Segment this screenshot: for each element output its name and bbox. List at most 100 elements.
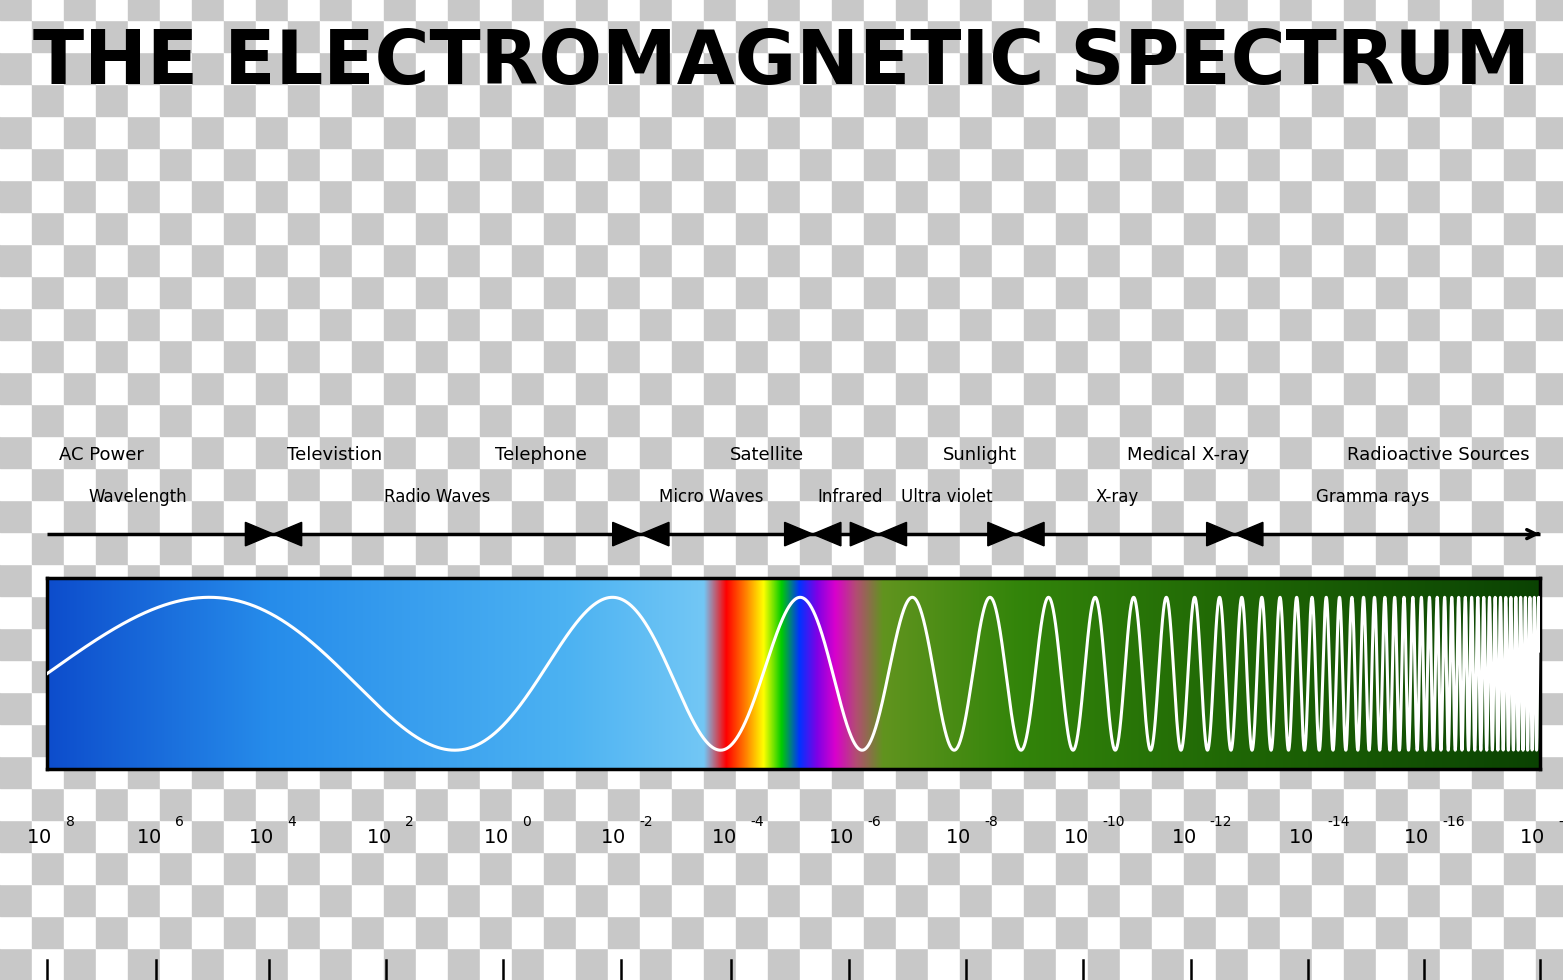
Bar — [1375, 564, 1408, 596]
Bar — [800, 500, 832, 532]
Bar — [896, 948, 928, 980]
Bar — [800, 468, 832, 500]
Text: -14: -14 — [1327, 815, 1349, 829]
Bar — [95, 308, 128, 340]
Bar — [800, 148, 832, 180]
Bar — [384, 852, 416, 884]
Bar — [703, 660, 736, 692]
Bar — [1440, 724, 1472, 756]
Bar — [128, 340, 159, 372]
Bar — [1057, 0, 1088, 20]
Bar — [993, 564, 1024, 596]
Bar — [864, 212, 896, 244]
Bar — [608, 212, 639, 244]
Bar — [1472, 724, 1504, 756]
Bar — [639, 116, 672, 148]
Bar — [95, 404, 128, 436]
Bar — [1185, 148, 1216, 180]
Bar — [1504, 116, 1536, 148]
Bar — [1216, 148, 1247, 180]
Bar — [703, 0, 736, 20]
Bar — [352, 0, 384, 20]
Bar — [1375, 692, 1408, 724]
Bar — [672, 596, 703, 628]
Bar — [449, 660, 480, 692]
Bar — [192, 116, 224, 148]
Bar — [1088, 52, 1121, 84]
Bar — [1057, 564, 1088, 596]
Bar — [1247, 0, 1280, 20]
Bar — [960, 84, 993, 116]
Bar — [832, 308, 864, 340]
Bar — [1311, 468, 1344, 500]
Bar — [449, 788, 480, 820]
Bar — [736, 596, 767, 628]
Bar — [31, 308, 64, 340]
Bar — [224, 116, 256, 148]
Bar — [288, 276, 320, 308]
Bar — [256, 596, 288, 628]
Bar — [1280, 916, 1311, 948]
Bar — [513, 308, 544, 340]
Bar — [1280, 372, 1311, 404]
Bar — [993, 276, 1024, 308]
Bar — [1088, 308, 1121, 340]
Bar — [703, 852, 736, 884]
Bar — [224, 180, 256, 212]
Bar — [352, 884, 384, 916]
Bar — [1408, 468, 1440, 500]
Bar — [544, 884, 577, 916]
Bar — [703, 596, 736, 628]
Bar — [896, 276, 928, 308]
Bar — [544, 820, 577, 852]
Bar — [544, 0, 577, 20]
Bar — [1472, 564, 1504, 596]
Bar — [928, 244, 960, 276]
Bar — [1185, 596, 1216, 628]
Bar — [736, 436, 767, 468]
Bar — [416, 404, 449, 436]
Bar — [1057, 852, 1088, 884]
Bar — [64, 0, 95, 20]
Bar — [544, 20, 577, 52]
Text: Sunlight: Sunlight — [942, 446, 1018, 464]
Bar — [544, 948, 577, 980]
Bar — [896, 788, 928, 820]
Bar — [384, 212, 416, 244]
Bar — [128, 308, 159, 340]
Bar — [256, 532, 288, 564]
Bar — [64, 852, 95, 884]
Bar — [1152, 628, 1185, 660]
Bar — [480, 52, 513, 84]
Bar — [256, 948, 288, 980]
Bar — [1504, 0, 1536, 20]
Bar — [224, 948, 256, 980]
Bar — [352, 212, 384, 244]
Bar — [608, 660, 639, 692]
Bar — [1504, 788, 1536, 820]
Bar — [544, 404, 577, 436]
Bar — [1408, 948, 1440, 980]
Bar — [224, 596, 256, 628]
Bar — [960, 436, 993, 468]
Bar — [639, 180, 672, 212]
Bar — [1024, 628, 1057, 660]
Bar — [95, 212, 128, 244]
Bar — [416, 340, 449, 372]
Bar — [95, 628, 128, 660]
Bar — [672, 500, 703, 532]
Bar — [159, 852, 192, 884]
Bar — [1504, 884, 1536, 916]
Bar — [192, 532, 224, 564]
Bar — [128, 884, 159, 916]
Bar — [1280, 884, 1311, 916]
Bar — [736, 84, 767, 116]
Bar — [513, 340, 544, 372]
Bar — [224, 884, 256, 916]
Bar — [703, 180, 736, 212]
Bar — [1440, 916, 1472, 948]
Bar — [95, 500, 128, 532]
Bar — [993, 692, 1024, 724]
Bar — [1121, 532, 1152, 564]
Bar — [1311, 692, 1344, 724]
